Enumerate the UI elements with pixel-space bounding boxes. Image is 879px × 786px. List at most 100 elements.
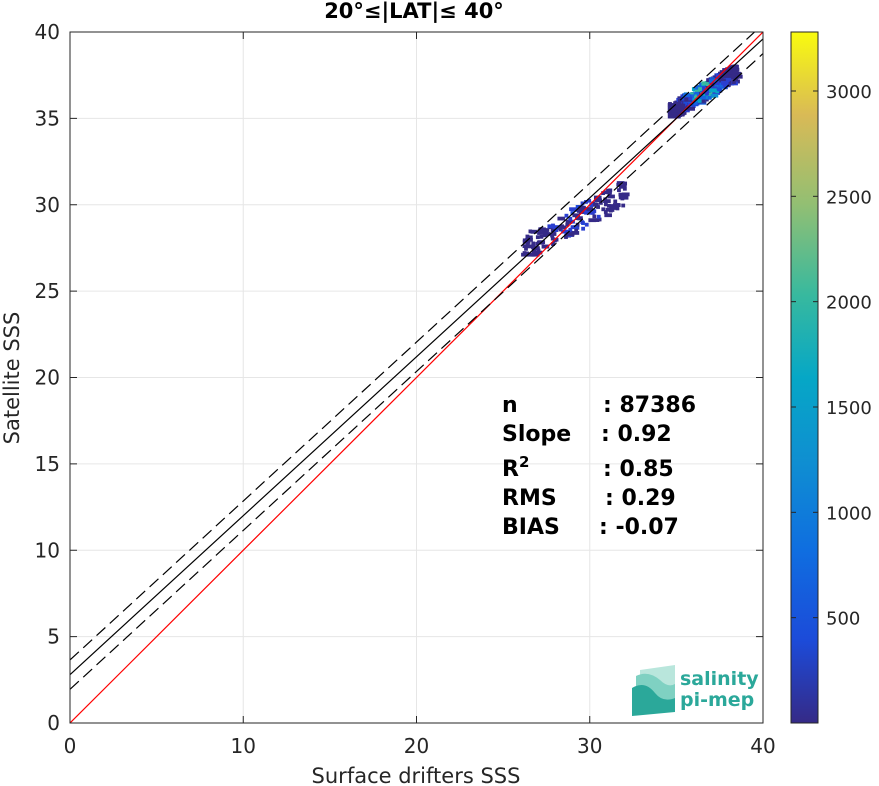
heatmap-cell [669, 114, 673, 119]
logo-mark-icon [632, 665, 675, 716]
heatmap-cell [596, 214, 601, 219]
heatmap-cell [564, 235, 568, 239]
colorbar-gradient [790, 31, 819, 724]
y-tick-label: 5 [47, 625, 60, 649]
heatmap-cell [573, 225, 578, 229]
colorbar-tick-label: 1500 [826, 398, 872, 419]
heatmap-cell [525, 237, 533, 242]
heatmap-cell [525, 242, 530, 246]
heatmap-cell [550, 233, 554, 238]
heatmap-cell [575, 216, 583, 221]
heatmap-cell [668, 102, 672, 106]
heatmap-cell [560, 224, 564, 229]
stat-value: : -0.07 [599, 515, 679, 540]
chart-title: 20°≤|LAT|≤ 40° [324, 0, 504, 24]
colorbar-tick-label: 2000 [826, 293, 872, 314]
colorbar-tick-label: 1000 [826, 503, 872, 524]
heatmap-cell [613, 199, 618, 204]
heatmap-cell [725, 78, 730, 82]
heatmap-cell [568, 220, 573, 224]
heatmap-cell [616, 181, 625, 185]
heatmap-cell [716, 78, 725, 83]
heatmap-cell [592, 214, 597, 219]
stat-label: Slope [502, 422, 571, 447]
heatmap-cell [609, 204, 614, 208]
heatmap-cell [531, 250, 540, 255]
heatmap-cell [565, 222, 570, 227]
heatmap-cell [543, 232, 548, 237]
heatmap-cell [707, 95, 712, 100]
line-fit [70, 38, 763, 676]
heatmap-cell [709, 88, 717, 93]
heatmap-cell [604, 190, 612, 195]
heatmap-cell [683, 101, 688, 106]
heatmap-cell [576, 208, 585, 212]
heatmap-cell [588, 218, 597, 223]
heatmap-cell [715, 73, 720, 78]
heatmap-cell [717, 83, 722, 88]
heatmap-cell [535, 235, 540, 240]
heatmap-cell [720, 82, 724, 87]
heatmap-cell [557, 216, 566, 221]
heatmap-cell [710, 93, 719, 98]
heatmap-cell [682, 106, 687, 111]
heatmap-cell [584, 222, 589, 227]
y-tick-label: 35 [35, 106, 60, 130]
heatmap-cell [591, 208, 596, 213]
heatmap-cell [585, 207, 594, 211]
heatmap-cell [618, 184, 627, 189]
stat-label: BIAS [502, 515, 560, 540]
heatmap-cell [691, 92, 700, 96]
heatmap-cell [522, 244, 531, 249]
heatmap-cell [698, 95, 707, 100]
colorbar-tick-label: 500 [826, 609, 860, 630]
heatmap-cell [522, 251, 527, 255]
y-tick-label: 15 [35, 452, 60, 476]
heatmap-cell [594, 198, 602, 203]
heatmap-cell [595, 218, 600, 222]
heatmap-cell [681, 99, 686, 104]
heatmap-cell [539, 227, 544, 231]
heatmap-cell [572, 213, 580, 218]
heatmap-cell [558, 226, 563, 231]
heatmap-cell [528, 235, 533, 240]
heatmap-cell [710, 86, 718, 91]
heatmap-cell [699, 82, 703, 87]
heatmap-cell [615, 206, 620, 211]
heatmap-cell [723, 73, 727, 78]
heatmap-cell [686, 93, 691, 97]
heatmap-cell [718, 75, 726, 80]
heatmap-cell [621, 203, 626, 208]
heatmap-cell [524, 246, 528, 251]
heatmap-cell [700, 88, 704, 93]
heatmap-cell [620, 195, 625, 200]
heatmap-cell [622, 186, 627, 191]
heatmap-cell [532, 248, 537, 253]
heatmap-cell [701, 98, 706, 103]
heatmap-cell [551, 242, 555, 246]
heatmap-cell [536, 248, 541, 253]
heatmap-cell [677, 103, 686, 108]
heatmap-cell [679, 107, 684, 111]
heatmap-cell [601, 207, 606, 212]
heatmap-cell [718, 73, 723, 78]
x-axis-ticks: 0 10 20 30 40 [64, 32, 776, 758]
y-axis-label: Satellite SSS [0, 312, 24, 445]
heatmap-cell [616, 182, 621, 187]
heatmap-cell [578, 205, 586, 210]
stat-value: : 0.92 [601, 422, 672, 447]
colorbar: 500 1000 1500 2000 2500 3000 [790, 31, 872, 724]
heatmap-cell [667, 110, 672, 115]
heatmap-cell [725, 67, 730, 72]
line-1-1 [70, 32, 763, 723]
x-tick-label: 30 [577, 734, 602, 758]
heatmap-cell [693, 94, 697, 99]
x-tick-label: 0 [64, 734, 77, 758]
heatmap-cell [704, 81, 709, 86]
heatmap-cell [580, 201, 585, 206]
heatmap-cell [715, 81, 720, 86]
heatmap-cell [551, 231, 556, 236]
heatmap-cell [569, 207, 577, 212]
